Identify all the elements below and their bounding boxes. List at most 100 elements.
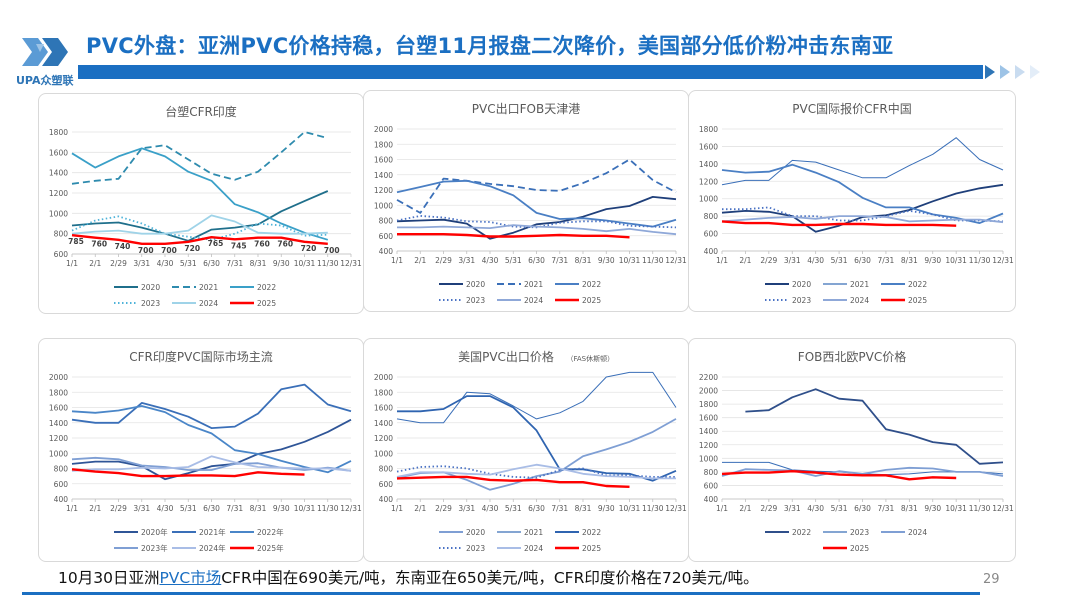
data-label: 720 [301,244,317,253]
series-line-2021 [71,131,329,185]
x-tick-label: 1/1 [391,504,403,513]
x-tick-label: 11/30 [969,256,991,265]
legend-label: 2023 [792,296,811,305]
data-label: 700 [324,246,340,255]
x-tick-label: 2/1 [89,259,101,268]
x-tick-label: 8/31 [575,256,592,265]
x-tick-label: 6/30 [203,259,220,268]
x-tick-label: 1/1 [716,504,728,513]
y-tick-label: 800 [54,230,69,239]
y-tick-label: 1400 [699,427,718,436]
series-line-2025 [721,220,957,227]
series-line-2025年 [71,468,305,478]
y-tick-label: 1200 [49,189,68,198]
y-tick-label: 1200 [374,186,393,195]
y-tick-label: 1000 [49,209,68,218]
chart-cfr-china: PVC国际报价CFR中国 400 600 800 1000 1200 1400 1600 180… [688,90,1016,312]
x-tick-label: 7/31 [226,504,243,513]
series-line-2023年 [71,456,352,472]
x-tick-label: 8/31 [901,256,918,265]
chart-title: 美国PVC出口价格 [458,349,554,364]
title-bar [78,65,983,79]
y-tick-label: 1400 [699,160,718,169]
legend-label: 2025 [850,544,869,553]
series-line-2023 [71,215,328,241]
x-tick-label: 7/31 [877,256,894,265]
x-tick-label: 5/31 [831,256,848,265]
data-label: 700 [161,246,177,255]
summary-suffix: CFR中国在690美元/吨，东南亚在650美元/吨，CFR印度价格在720美元/… [221,569,759,587]
x-tick-label: 6/30 [854,256,871,265]
y-tick-label: 1000 [374,201,393,210]
y-tick-label: 600 [379,480,394,489]
x-tick-label: 2/29 [760,504,777,513]
x-tick-label: 11/30 [642,504,664,513]
slide-title: PVC外盘：亚洲PVC价格持稳，台塑11月报盘二次降价，美国部分低价粉冲击东南亚 [86,34,894,58]
x-tick-label: 9/30 [273,504,290,513]
series-line-2022 [745,388,1004,465]
x-tick-label: 4/30 [807,504,824,513]
x-tick-label: 2/1 [414,256,426,265]
x-tick-label: 10/31 [619,504,641,513]
legend-label: 2021 [524,280,543,289]
data-label: 740 [115,242,131,251]
legend-label: 2021 [199,283,218,292]
series-line-2025 [397,233,630,239]
page-number: 29 [983,572,1000,587]
x-tick-label: 6/30 [854,504,871,513]
data-label: 785 [68,237,84,246]
series-line-2022 [396,179,677,228]
y-tick-label: 1200 [49,434,68,443]
chart-svg: PVC出口FOB天津港 400 600 800 1000 1200 1400 1600 1800… [374,102,687,305]
x-tick-label: 11/30 [317,259,339,268]
x-tick-label: 7/31 [551,256,568,265]
y-tick-label: 1600 [49,148,68,157]
legend-label: 2020 [466,528,485,537]
summary-prefix: 10月30日亚洲 [58,569,160,587]
y-tick-label: 1000 [374,449,393,458]
y-tick-label: 1200 [699,177,718,186]
y-tick-label: 2000 [374,125,393,134]
legend-label: 2021 [524,528,543,537]
y-tick-label: 1000 [699,454,718,463]
x-tick-label: 10/31 [945,504,967,513]
x-tick-label: 5/31 [831,504,848,513]
y-tick-label: 800 [54,465,69,474]
legend-label: 2020年 [141,527,168,537]
x-tick-label: 9/30 [598,256,615,265]
x-tick-label: 12/31 [992,256,1014,265]
pvc-market-link[interactable]: PVC市场 [159,569,222,587]
legend-label: 2023 [466,296,485,305]
x-tick-label: 8/31 [250,259,267,268]
x-tick-label: 3/31 [784,504,801,513]
x-tick-label: 2/1 [739,504,751,513]
y-tick-label: 1800 [374,140,393,149]
y-tick-label: 1200 [699,441,718,450]
legend-label: 2022 [792,528,811,537]
y-tick-label: 2000 [374,373,393,382]
chevron-icon [1000,65,1010,79]
y-tick-label: 2000 [49,373,68,382]
y-tick-label: 1600 [374,404,393,413]
x-tick-label: 5/31 [180,259,197,268]
series-line-2025 [396,475,630,488]
y-tick-label: 1600 [374,156,393,165]
y-tick-label: 800 [704,468,719,477]
legend-label: 2025年 [257,543,284,553]
legend-label: 2025 [257,299,276,308]
x-tick-label: 3/31 [458,256,475,265]
legend-label: 2022年 [257,527,284,537]
x-tick-label: 1/1 [716,256,728,265]
legend-label: 2024 [524,544,543,553]
y-tick-label: 600 [704,481,719,490]
y-tick-label: 1800 [49,128,68,137]
x-tick-label: 9/30 [924,504,941,513]
x-tick-label: 3/31 [133,259,150,268]
x-tick-label: 6/30 [528,504,545,513]
x-tick-label: 2/1 [739,256,751,265]
legend-label: 2021 [850,280,869,289]
series-line-2023 [396,215,677,229]
legend-label: 2023 [466,544,485,553]
legend-label: 2025 [582,296,601,305]
y-tick-label: 1600 [49,404,68,413]
